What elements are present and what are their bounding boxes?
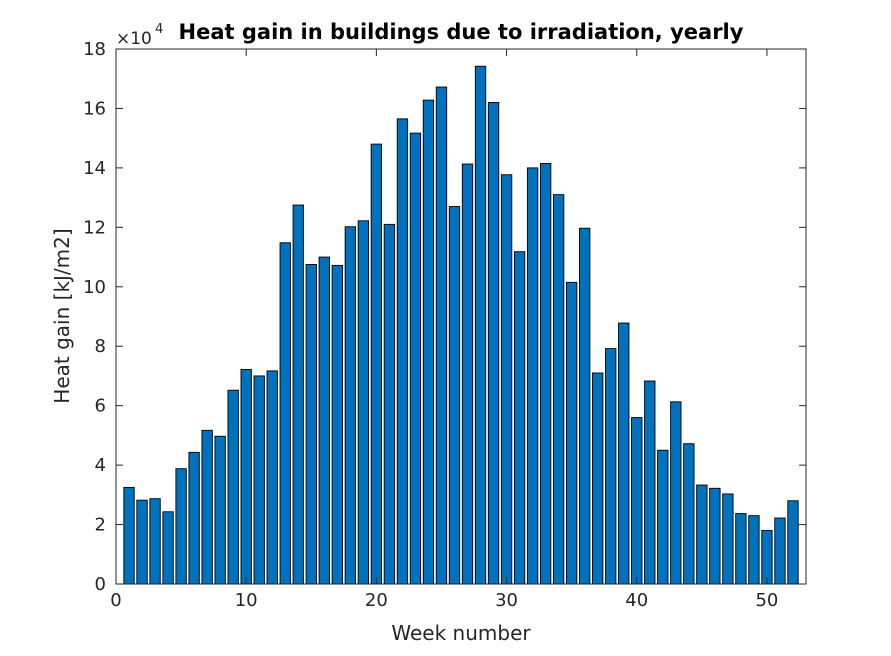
bar — [409, 132, 422, 585]
y-multiplier-exponent: 4 — [155, 22, 163, 37]
bar — [435, 86, 448, 585]
bar — [605, 348, 617, 585]
bar — [500, 174, 513, 585]
bar — [305, 264, 317, 585]
plot-frame — [115, 48, 807, 585]
x-axis: 0 10 20 30 40 50 — [110, 49, 778, 611]
y-multiplier-base: ×10 — [116, 29, 152, 49]
y-tick-label: 18 — [83, 39, 106, 60]
y-tick-label: 0 — [95, 574, 106, 595]
x-tick-label: 20 — [365, 590, 388, 611]
bar — [422, 99, 435, 585]
bar — [279, 242, 291, 585]
bar — [240, 368, 252, 585]
x-tick-label: 0 — [110, 590, 121, 611]
bar — [735, 513, 747, 585]
bar — [552, 194, 565, 585]
bar — [787, 500, 799, 585]
bar — [149, 498, 161, 585]
bar — [487, 102, 500, 585]
bar — [162, 511, 174, 585]
x-tick-label: 40 — [625, 590, 648, 611]
bar — [370, 143, 383, 585]
bar — [396, 118, 409, 585]
bar — [136, 499, 148, 585]
y-tick-label: 12 — [83, 217, 106, 238]
y-tick-label: 16 — [83, 98, 106, 119]
y-tick-label: 14 — [83, 158, 106, 179]
bar — [383, 223, 396, 585]
bar — [331, 264, 343, 585]
y-tick-label: 8 — [95, 336, 106, 357]
bar — [579, 227, 591, 585]
y-tick-label: 6 — [95, 396, 106, 417]
y-tick-label: 10 — [83, 277, 106, 298]
bar — [644, 380, 656, 585]
bar — [709, 487, 721, 585]
bar — [344, 226, 357, 585]
bar — [227, 389, 239, 585]
y-tick-label: 2 — [95, 515, 106, 536]
x-tick-label: 50 — [755, 590, 778, 611]
bar — [175, 468, 187, 585]
bar — [722, 493, 734, 585]
bar — [683, 443, 695, 585]
bar — [266, 370, 278, 585]
bar — [201, 429, 213, 585]
bar — [631, 417, 643, 585]
bar — [123, 486, 135, 585]
y-tick-label: 4 — [95, 455, 106, 476]
bar — [474, 65, 487, 585]
bar — [188, 451, 200, 585]
chart-title: Heat gain in buildings due to irradiatio… — [179, 20, 744, 44]
x-axis-label: Week number — [391, 621, 531, 645]
bar — [670, 401, 682, 585]
x-tick-label: 30 — [495, 590, 518, 611]
bar — [526, 167, 539, 585]
bar — [618, 322, 630, 585]
bar — [748, 515, 760, 585]
bar — [513, 251, 526, 585]
bar — [214, 435, 226, 585]
bar — [696, 484, 708, 585]
bar — [292, 204, 304, 585]
y-axis: 0 2 4 6 8 10 12 14 16 18 — [83, 39, 806, 595]
bar — [318, 256, 330, 585]
bar — [592, 372, 604, 585]
y-axis-label: Heat gain [kJ/m2] — [50, 228, 74, 403]
bar — [761, 530, 773, 585]
bar — [448, 206, 461, 585]
bar — [357, 220, 370, 585]
bar — [461, 163, 474, 585]
x-tick-label: 10 — [235, 590, 258, 611]
bar — [774, 517, 786, 585]
bar — [566, 281, 578, 585]
bar — [657, 449, 669, 585]
bar — [539, 162, 552, 585]
bar — [253, 375, 265, 585]
